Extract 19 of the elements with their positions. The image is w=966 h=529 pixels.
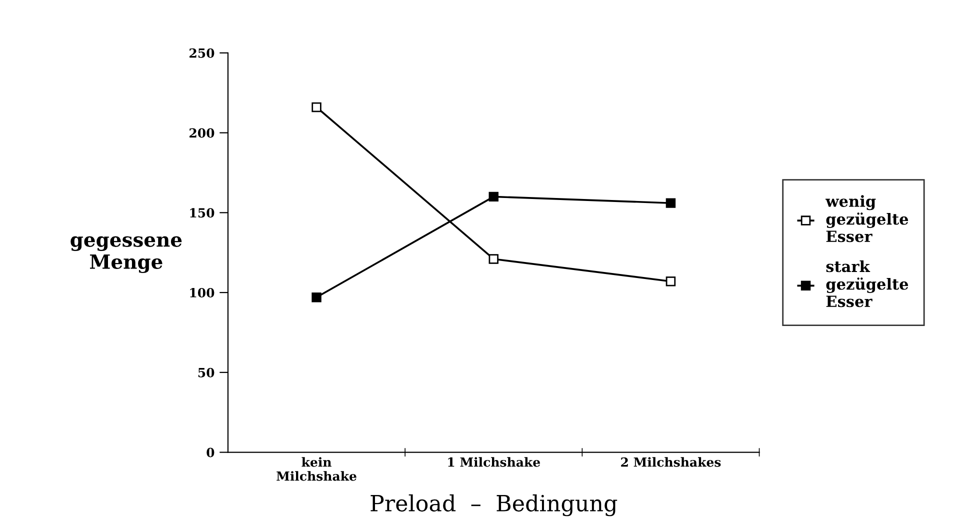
point <box>312 292 322 302</box>
y-tick-label: 100 <box>190 288 214 298</box>
point <box>488 254 498 264</box>
legend-label: stark gezügelte Esser <box>826 260 908 308</box>
y-tick-label: 200 <box>190 128 214 138</box>
x-tick-label: kein Milchshake <box>276 457 356 481</box>
x-axis-title: Preload – Bedingung <box>370 494 618 516</box>
y-tick-label: 50 <box>198 368 214 378</box>
legend-label: wenig gezügelte Esser <box>826 195 908 242</box>
y-axis-title: gegessene Menge <box>70 236 182 274</box>
x-tick-label: 1 Milchshake <box>448 457 540 467</box>
x-tick-label: 2 Milchshakes <box>621 457 721 467</box>
point <box>312 102 322 112</box>
point <box>488 192 498 202</box>
y-tick-label: 0 <box>206 448 214 458</box>
y-tick-label: 250 <box>190 48 214 58</box>
y-tick-label: 150 <box>190 208 214 218</box>
point <box>666 276 676 286</box>
point <box>666 198 676 208</box>
